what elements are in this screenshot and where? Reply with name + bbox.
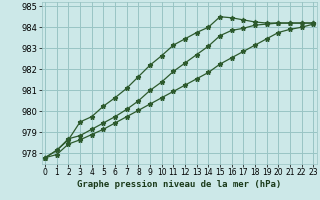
- X-axis label: Graphe pression niveau de la mer (hPa): Graphe pression niveau de la mer (hPa): [77, 180, 281, 189]
